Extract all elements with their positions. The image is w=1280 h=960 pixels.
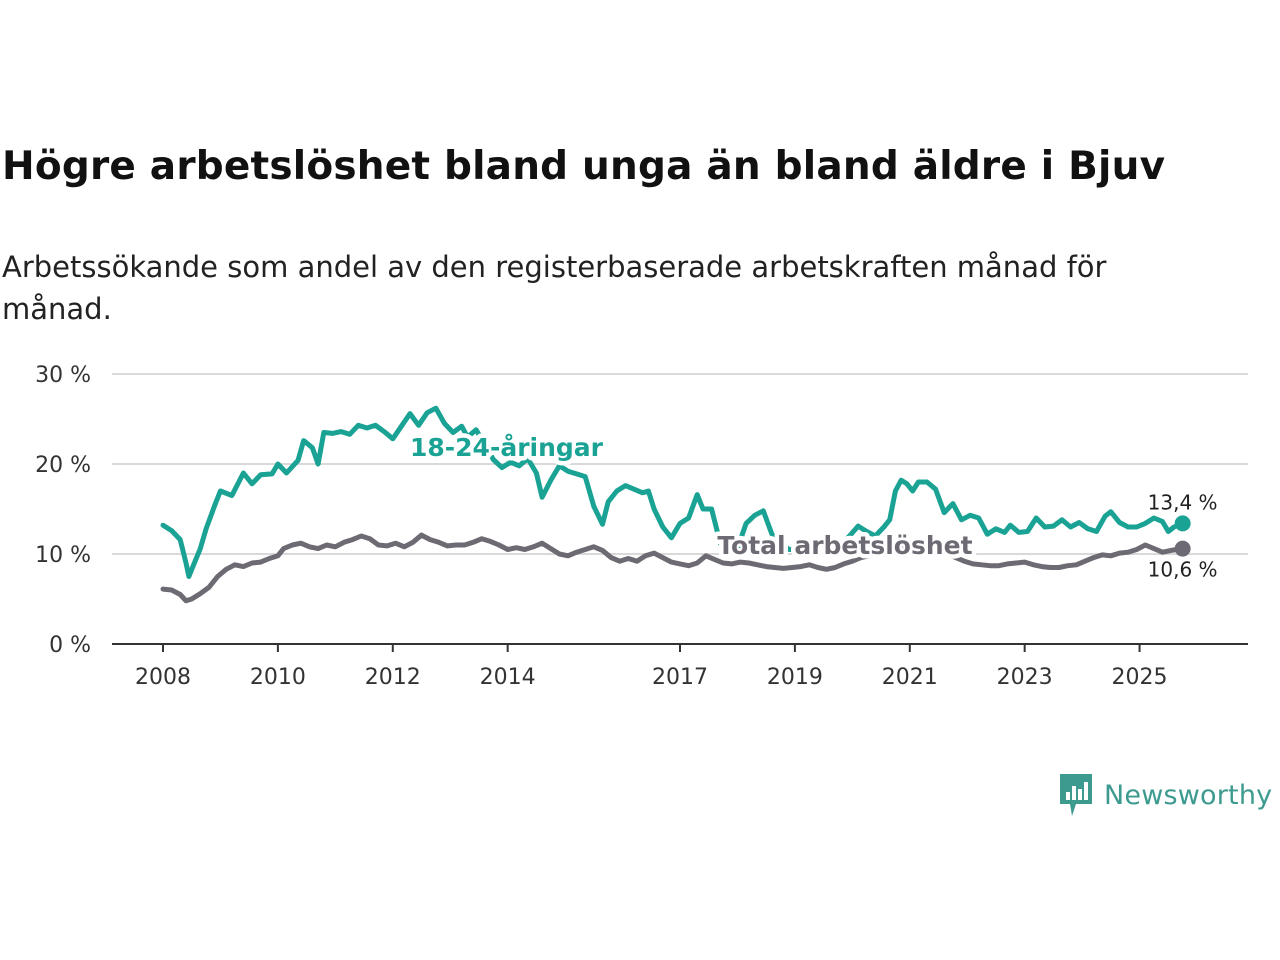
series-name-label: 18-24-åringar bbox=[410, 433, 604, 462]
x-tick-label: 2025 bbox=[1112, 665, 1168, 690]
gridlines bbox=[112, 373, 1248, 555]
x-tick-label: 2021 bbox=[882, 665, 938, 690]
x-axis: 2008 2010 2012 2014 2017 2019 2021 2023 2025 bbox=[112, 643, 1248, 690]
series-line-1 bbox=[160, 532, 1186, 604]
series-label-halo: 18-24-åringar bbox=[410, 433, 604, 462]
x-tick-label: 2017 bbox=[652, 665, 708, 690]
x-tick-label: 2019 bbox=[767, 665, 823, 690]
x-tick-label: 2008 bbox=[135, 665, 191, 690]
x-tick-label: 2023 bbox=[997, 665, 1053, 690]
series-end-point bbox=[1174, 515, 1191, 532]
series-lines bbox=[160, 405, 1191, 604]
y-tick-label: 10 % bbox=[35, 543, 91, 568]
series-labels: 13,4 %10,6 %18-24-åringar18-24-åringarTo… bbox=[406, 428, 1218, 582]
series-name-label: Total arbetslöshet bbox=[717, 531, 972, 560]
series-line-0 bbox=[160, 405, 1186, 579]
series-label-halo: Total arbetslöshet bbox=[717, 531, 972, 560]
y-tick-label: 30 % bbox=[35, 363, 91, 388]
series-end-point bbox=[1174, 540, 1191, 557]
x-tick-label: 2014 bbox=[480, 665, 536, 690]
y-axis-ticks: 0 % 10 % 20 % 30 % bbox=[35, 363, 91, 658]
chart-subtitle: Arbetssökande som andel av den registerb… bbox=[2, 250, 1107, 326]
series-end-label: 13,4 % bbox=[1148, 490, 1218, 514]
newsworthy-logo-icon bbox=[1060, 774, 1092, 816]
brand-name: Newsworthy bbox=[1104, 779, 1273, 811]
series-end-label: 10,6 % bbox=[1148, 558, 1218, 582]
x-tick-label: 2012 bbox=[365, 665, 421, 690]
y-tick-label: 20 % bbox=[35, 453, 91, 478]
x-tick-label: 2010 bbox=[250, 665, 306, 690]
brand-logo: Newsworthy bbox=[1058, 772, 1272, 818]
y-tick-label: 0 % bbox=[49, 633, 91, 658]
chart-title: Högre arbetslöshet bland unga än bland ä… bbox=[2, 144, 1166, 189]
